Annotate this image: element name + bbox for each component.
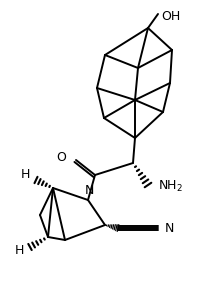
- Text: N: N: [84, 184, 94, 197]
- Text: N: N: [165, 221, 174, 234]
- Text: NH$_2$: NH$_2$: [158, 178, 183, 194]
- Text: O: O: [56, 150, 66, 163]
- Text: H: H: [15, 244, 24, 257]
- Text: OH: OH: [161, 10, 180, 23]
- Text: H: H: [21, 168, 30, 181]
